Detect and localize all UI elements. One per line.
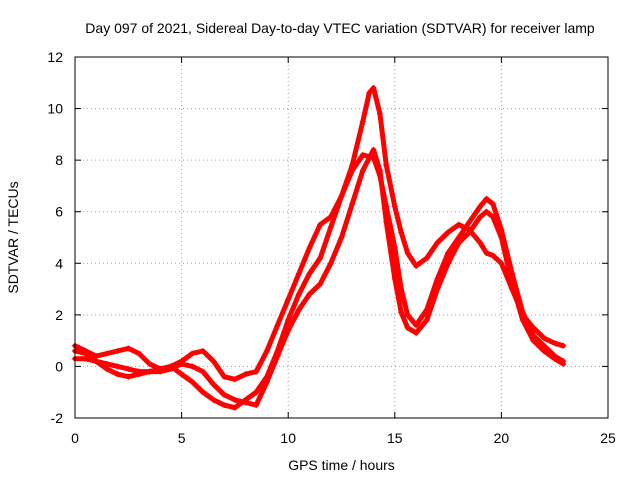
y-tick-label: 0 xyxy=(55,358,63,374)
y-tick-label: 10 xyxy=(47,101,63,117)
x-tick-label: 5 xyxy=(178,430,186,446)
series-track-3 xyxy=(72,146,567,409)
chart-title: Day 097 of 2021, Sidereal Day-to-day VTE… xyxy=(85,20,595,36)
x-tick-label: 15 xyxy=(387,430,403,446)
series-track-1 xyxy=(72,84,567,383)
data-point-markers xyxy=(72,146,567,409)
y-tick-label: 4 xyxy=(55,255,63,271)
plot-frame xyxy=(74,56,609,419)
x-tick-label: 10 xyxy=(280,430,296,446)
x-tick-label: 25 xyxy=(600,430,616,446)
y-axis-label: SDTVAR / TECUs xyxy=(5,181,21,293)
series-layer xyxy=(72,84,567,411)
series-line xyxy=(72,85,566,382)
y-tick-label: -2 xyxy=(51,410,64,426)
data-point-markers xyxy=(72,84,567,383)
x-tick-label: 0 xyxy=(71,430,79,446)
y-tick-label: 6 xyxy=(55,204,63,220)
y-tick-label: 2 xyxy=(55,307,63,323)
axis-ticks: 0 5 10 15 20 25 -2 0 2 4 6 8 10 12 xyxy=(47,49,616,446)
x-tick-label: 20 xyxy=(494,430,510,446)
y-tick-label: 12 xyxy=(47,49,63,65)
y-tick-label: 8 xyxy=(55,152,63,168)
x-axis-label: GPS time / hours xyxy=(288,457,395,473)
